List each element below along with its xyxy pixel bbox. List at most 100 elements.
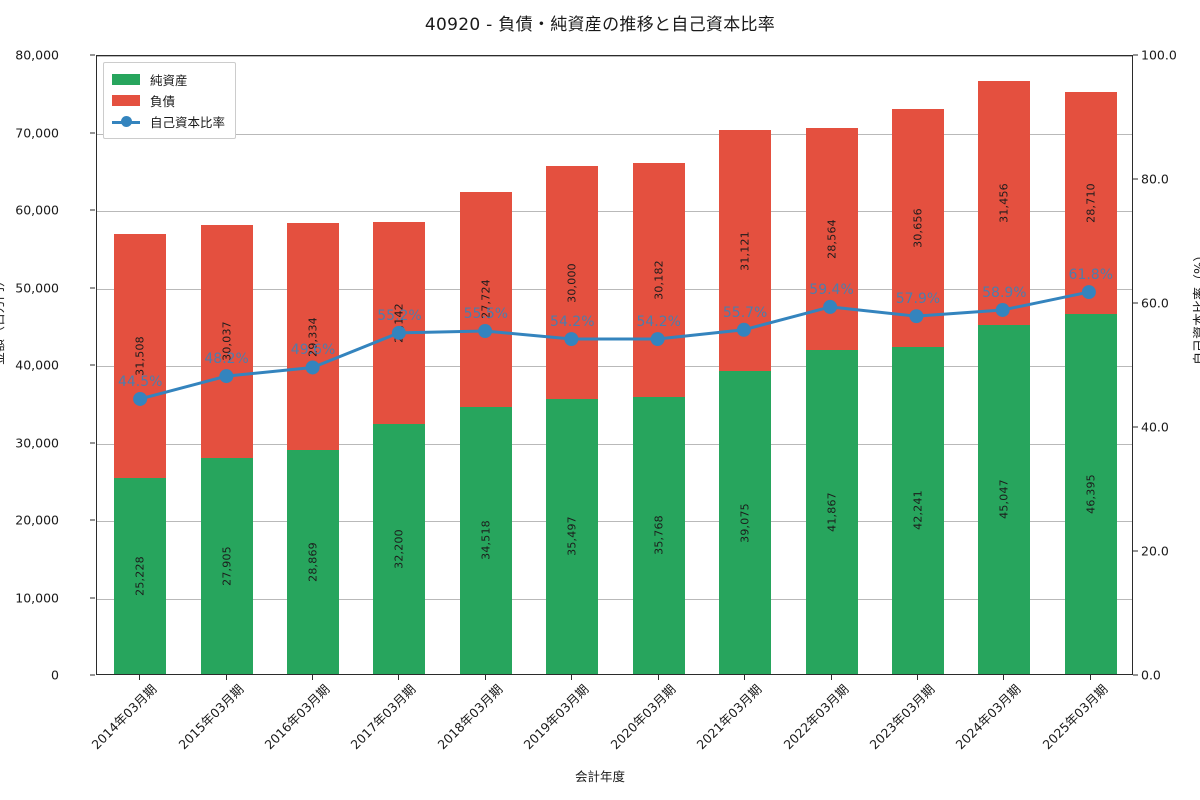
bar-value-label: 45,047 xyxy=(997,479,1011,520)
bar-value-label: 30,000 xyxy=(565,262,579,303)
bar-value-label: 31,456 xyxy=(997,183,1011,223)
bar-value-label: 31,508 xyxy=(133,336,147,377)
bar-segment-liabilities[interactable]: 28,710 xyxy=(1064,91,1117,315)
legend-swatch-equity-ratio xyxy=(112,116,140,127)
bar-group[interactable]: 41,867 28,564 xyxy=(805,54,858,674)
equity-ratio-value-label: 57.9% xyxy=(895,291,941,308)
x-tick-label: 2021年03月期 xyxy=(693,681,765,753)
x-tick-mark xyxy=(830,675,832,680)
bar-group[interactable]: 25,228 31,508 xyxy=(114,54,167,674)
y-tick-label-left: 0 xyxy=(51,667,59,683)
bar-segment-liabilities[interactable]: 27,724 xyxy=(459,191,512,407)
bar-value-label: 46,395 xyxy=(1084,474,1098,515)
bar-value-label: 34,518 xyxy=(479,520,493,561)
y-tick-mark-right xyxy=(1133,178,1138,180)
y-tick-mark-left xyxy=(90,674,95,676)
gridline xyxy=(97,288,1132,290)
x-tick-label: 2017年03月期 xyxy=(348,681,419,753)
x-tick-label: 2022年03月期 xyxy=(780,681,851,753)
bar-value-label: 42,241 xyxy=(911,490,925,531)
x-tick-mark xyxy=(1003,675,1005,680)
y-tick-label-left: 30,000 xyxy=(15,435,59,450)
gridline xyxy=(97,521,1132,522)
gridline xyxy=(97,56,1132,57)
bar-segment-equity[interactable]: 27,905 xyxy=(200,457,253,674)
y-tick-mark-left xyxy=(90,442,95,443)
legend-swatch-liabilities xyxy=(112,95,140,106)
legend-marker-glyph xyxy=(121,116,132,127)
bar-value-label: 31,121 xyxy=(738,230,752,271)
bar-value-label: 28,710 xyxy=(1084,183,1098,224)
bar-segment-liabilities[interactable]: 30,037 xyxy=(200,224,253,458)
bar-segment-equity[interactable]: 35,497 xyxy=(546,398,599,674)
bar-segment-liabilities[interactable]: 30,000 xyxy=(546,166,599,399)
bar-value-label: 35,497 xyxy=(565,516,579,557)
x-tick-mark xyxy=(657,675,659,680)
equity-ratio-value-label: 55.7% xyxy=(722,304,768,321)
bar-segment-equity[interactable]: 32,200 xyxy=(373,424,426,674)
x-tick-label: 2025年03月期 xyxy=(1039,681,1111,753)
bar-segment-liabilities[interactable]: 29,334 xyxy=(287,222,340,451)
bar-segment-liabilities[interactable]: 30,182 xyxy=(632,162,685,397)
x-tick-label: 2018年03月期 xyxy=(434,681,506,753)
bar-group[interactable]: 42,241 30,656 xyxy=(891,54,944,674)
bar-segment-liabilities[interactable]: 30,656 xyxy=(891,109,944,347)
legend-label-equity-ratio: 自己資本比率 xyxy=(150,115,226,130)
y-tick-mark-right xyxy=(1133,54,1138,56)
x-tick-mark xyxy=(139,675,141,680)
bar-group[interactable]: 32,200 26,142 xyxy=(373,54,426,674)
bar-value-label: 25,228 xyxy=(133,556,147,597)
bar-segment-liabilities[interactable]: 31,121 xyxy=(719,129,772,372)
x-tick-label: 2019年03月期 xyxy=(520,681,592,753)
bar-segment-equity[interactable]: 45,047 xyxy=(978,324,1031,674)
bar-segment-equity[interactable]: 34,518 xyxy=(459,406,512,674)
bar-group[interactable]: 45,047 31,456 xyxy=(978,54,1031,674)
y-tick-label-left: 50,000 xyxy=(15,280,59,295)
x-tick-mark xyxy=(916,675,918,680)
bar-segment-equity[interactable]: 25,228 xyxy=(114,478,167,674)
bar-value-label: 28,869 xyxy=(306,542,320,582)
legend-item-liabilities: 負債 xyxy=(112,90,225,111)
bar-segment-equity[interactable]: 46,395 xyxy=(1064,314,1117,674)
y-tick-mark-left xyxy=(90,54,95,56)
y-tick-label-right: 100.0 xyxy=(1141,47,1177,63)
bar-group[interactable]: 35,768 30,182 xyxy=(632,54,685,674)
bar-value-label: 41,867 xyxy=(825,491,839,532)
y-tick-mark-left xyxy=(90,519,95,521)
x-tick-mark xyxy=(484,675,486,680)
gridline xyxy=(97,133,1132,135)
bar-segment-liabilities[interactable]: 28,564 xyxy=(805,128,858,350)
equity-ratio-value-label: 54.2% xyxy=(550,313,595,330)
y-tick-mark-left xyxy=(90,597,95,598)
bar-segment-equity[interactable]: 42,241 xyxy=(891,346,944,674)
bar-segment-equity[interactable]: 39,075 xyxy=(719,371,772,674)
bar-segment-equity[interactable]: 41,867 xyxy=(805,349,858,674)
legend-label-equity: 純資産 xyxy=(150,73,188,88)
x-tick-label: 2024年03月期 xyxy=(952,681,1024,753)
gridline xyxy=(97,443,1132,445)
equity-ratio-value-label: 54.2% xyxy=(636,313,681,330)
y-tick-mark-right xyxy=(1133,550,1138,552)
gridline xyxy=(97,211,1132,212)
bar-group[interactable]: 35,497 30,000 xyxy=(546,54,599,674)
bar-value-label: 30,656 xyxy=(911,207,925,248)
bar-segment-liabilities[interactable]: 31,456 xyxy=(978,81,1031,325)
bar-segment-liabilities[interactable]: 31,508 xyxy=(114,234,167,479)
legend-swatch-equity xyxy=(112,74,140,85)
bar-group[interactable]: 39,075 31,121 xyxy=(719,54,772,674)
x-tick-label: 2016年03月期 xyxy=(261,681,333,753)
bar-group[interactable]: 34,518 27,724 xyxy=(459,54,512,674)
x-tick-mark xyxy=(744,675,746,680)
y-tick-mark-right xyxy=(1133,302,1138,304)
legend-item-equity: 純資産 xyxy=(112,69,225,90)
equity-ratio-value-label: 61.8% xyxy=(1068,266,1114,283)
bar-segment-equity[interactable]: 35,768 xyxy=(632,396,685,674)
y-tick-label-right: 80.0 xyxy=(1141,171,1169,187)
bar-group[interactable]: 28,869 29,334 xyxy=(287,54,340,674)
y-tick-mark-left xyxy=(90,364,95,366)
y-tick-label-left: 20,000 xyxy=(15,512,59,528)
equity-ratio-value-label: 55.5% xyxy=(463,305,509,322)
bar-segment-equity[interactable]: 28,869 xyxy=(287,450,340,674)
bar-value-label: 30,182 xyxy=(652,260,666,300)
bar-group[interactable]: 46,395 28,710 xyxy=(1064,54,1117,674)
